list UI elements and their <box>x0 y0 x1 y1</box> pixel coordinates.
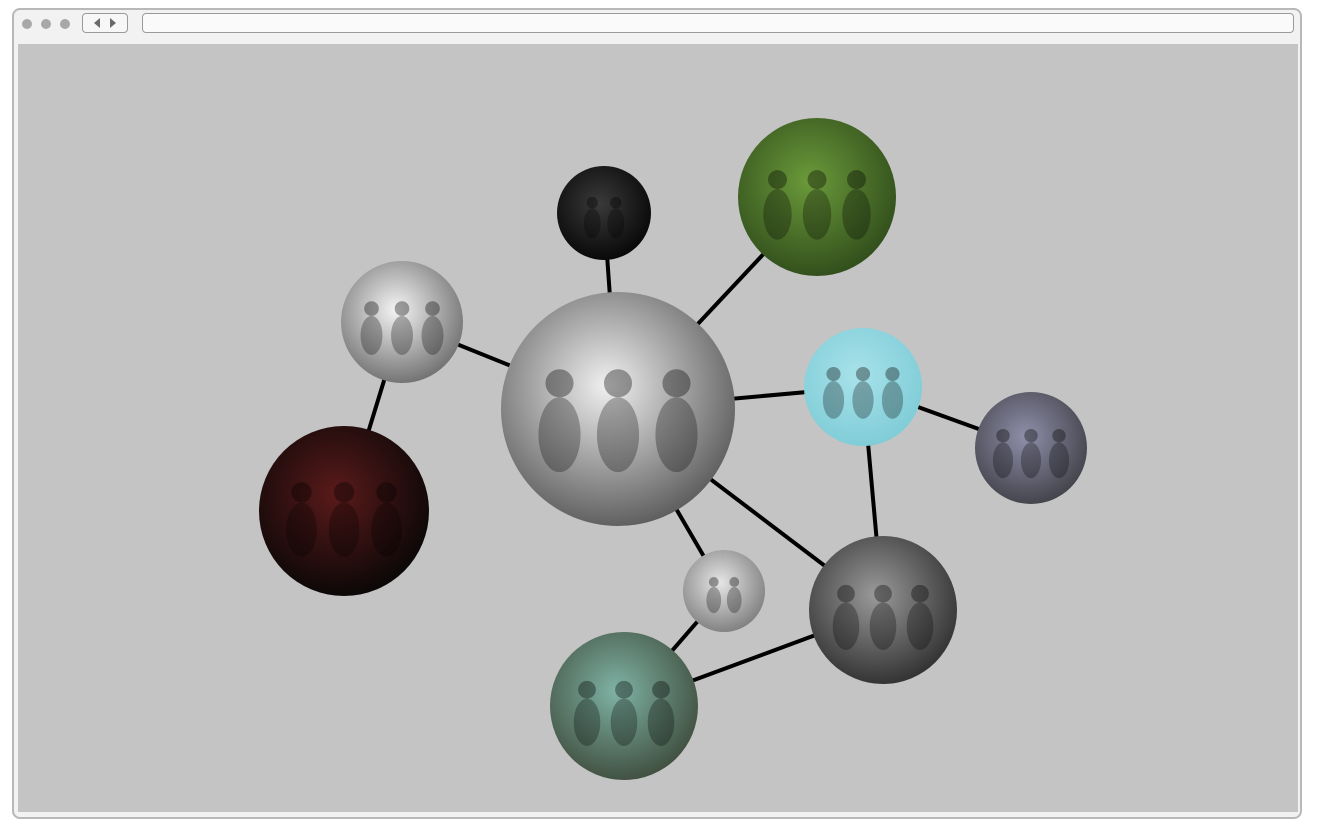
person-silhouette-icon <box>603 369 633 398</box>
window-dot-icon[interactable] <box>60 19 70 29</box>
person-silhouette-icon <box>391 315 413 355</box>
person-silhouette-icon <box>655 397 698 473</box>
person-silhouette-icon <box>421 315 444 355</box>
back-arrow-icon[interactable] <box>94 18 100 28</box>
person-silhouette-icon <box>706 586 722 614</box>
person-silhouette-icon <box>906 602 934 650</box>
artist-photo <box>804 328 922 446</box>
person-silhouette-icon <box>291 482 312 503</box>
person-silhouette-icon <box>855 366 871 382</box>
person-silhouette-icon <box>869 602 897 650</box>
artist-photo <box>259 426 429 596</box>
artist-photo <box>738 118 896 276</box>
person-silhouette-icon <box>1020 442 1042 479</box>
browser-window: black-and-white band photo with guitaris… <box>12 8 1302 819</box>
artist-node-pink-band[interactable]: band covered in pink paint on green back… <box>738 118 896 276</box>
artist-graph: black-and-white band photo with guitaris… <box>259 118 1087 780</box>
artist-photo <box>341 261 463 383</box>
browser-toolbar <box>14 10 1300 44</box>
person-silhouette-icon <box>729 577 740 587</box>
person-silhouette-icon <box>545 369 574 398</box>
address-bar[interactable] <box>142 13 1294 33</box>
artist-node-red-car-duo[interactable]: two men in a car with red seats <box>259 426 429 596</box>
artist-photo <box>809 536 957 684</box>
artist-photo <box>501 292 735 526</box>
person-silhouette-icon <box>881 381 904 419</box>
person-silhouette-icon <box>607 208 625 239</box>
graph-viewport: black-and-white band photo with guitaris… <box>18 44 1298 812</box>
person-silhouette-icon <box>822 381 845 419</box>
person-silhouette-icon <box>847 170 866 190</box>
artist-node-heads-on-sticks[interactable]: sculpted heads on sticks over cyan backg… <box>804 328 922 446</box>
person-silhouette-icon <box>586 197 598 209</box>
person-silhouette-icon <box>425 301 440 316</box>
person-silhouette-icon <box>1048 442 1070 479</box>
person-silhouette-icon <box>328 502 360 557</box>
artist-photo <box>975 392 1087 504</box>
person-silhouette-icon <box>708 577 719 587</box>
person-silhouette-icon <box>573 698 601 746</box>
person-silhouette-icon <box>852 381 874 419</box>
person-silhouette-icon <box>807 170 827 190</box>
graph-nodes: black-and-white band photo with guitaris… <box>259 118 1087 780</box>
person-silhouette-icon <box>360 315 383 355</box>
person-silhouette-icon <box>647 698 675 746</box>
person-silhouette-icon <box>610 197 622 209</box>
person-silhouette-icon <box>837 584 855 603</box>
person-silhouette-icon <box>996 428 1010 443</box>
person-silhouette-icon <box>578 680 596 699</box>
person-silhouette-icon <box>615 680 633 699</box>
person-silhouette-icon <box>911 584 929 603</box>
person-silhouette-icon <box>802 189 832 240</box>
person-silhouette-icon <box>1024 428 1038 443</box>
person-silhouette-icon <box>596 397 640 473</box>
person-silhouette-icon <box>538 397 581 473</box>
person-silhouette-icon <box>394 301 410 316</box>
nav-buttons <box>82 13 128 33</box>
person-silhouette-icon <box>874 584 892 603</box>
artist-node-center-band[interactable]: black-and-white band photo with guitaris… <box>501 292 735 526</box>
person-silhouette-icon <box>652 680 670 699</box>
person-silhouette-icon <box>885 366 900 382</box>
person-silhouette-icon <box>610 698 638 746</box>
artist-photo <box>557 166 651 260</box>
artist-node-purple-smoke-band[interactable]: band on bench with purple smoke <box>975 392 1087 504</box>
artist-photo <box>683 550 765 632</box>
person-silhouette-icon <box>286 502 317 557</box>
person-silhouette-icon <box>763 189 792 240</box>
person-silhouette-icon <box>662 369 691 398</box>
person-silhouette-icon <box>1052 428 1066 443</box>
artist-node-jumping-band[interactable]: small black-and-white band photo <box>683 550 765 632</box>
person-silhouette-icon <box>376 482 397 503</box>
person-silhouette-icon <box>726 586 742 614</box>
artist-node-bw-portrait[interactable]: dark black-and-white portrait of a man <box>557 166 651 260</box>
person-silhouette-icon <box>333 482 355 503</box>
window-dot-icon[interactable] <box>41 19 51 29</box>
forward-arrow-icon[interactable] <box>110 18 116 28</box>
artist-photo <box>550 632 698 780</box>
person-silhouette-icon <box>768 170 787 190</box>
person-silhouette-icon <box>371 502 402 557</box>
person-silhouette-icon <box>842 189 871 240</box>
person-silhouette-icon <box>583 208 601 239</box>
person-silhouette-icon <box>992 442 1014 479</box>
person-silhouette-icon <box>364 301 379 316</box>
person-silhouette-icon <box>832 602 860 650</box>
artist-node-long-hair-band[interactable]: band with long hair on teal background <box>550 632 698 780</box>
artist-node-floral-shirt-band[interactable]: black-and-white trio, man in floral shir… <box>341 261 463 383</box>
artist-node-concrete-wall-band[interactable]: black-and-white band in front of concret… <box>809 536 957 684</box>
window-dot-icon[interactable] <box>22 19 32 29</box>
person-silhouette-icon <box>826 366 841 382</box>
